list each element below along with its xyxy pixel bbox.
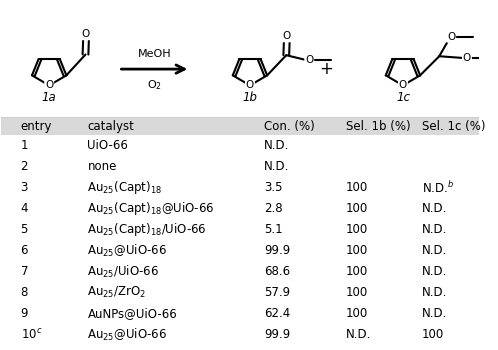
Text: 1a: 1a bbox=[42, 91, 57, 104]
Text: O: O bbox=[82, 29, 90, 39]
Text: 62.4: 62.4 bbox=[264, 307, 290, 320]
Text: O: O bbox=[246, 80, 254, 90]
Text: N.D.: N.D. bbox=[422, 202, 447, 215]
Text: AuNPs@UiO-66: AuNPs@UiO-66 bbox=[88, 307, 177, 320]
Text: 1b: 1b bbox=[243, 91, 257, 104]
Text: entry: entry bbox=[20, 120, 52, 133]
Text: 100: 100 bbox=[346, 223, 368, 236]
Text: O: O bbox=[399, 80, 407, 90]
Text: 57.9: 57.9 bbox=[264, 286, 290, 299]
Text: 100: 100 bbox=[346, 202, 368, 215]
Text: 1: 1 bbox=[20, 139, 28, 152]
Text: 4: 4 bbox=[20, 202, 28, 215]
Text: 2: 2 bbox=[20, 160, 28, 173]
Text: N.D.: N.D. bbox=[264, 139, 290, 152]
Text: 3: 3 bbox=[20, 181, 28, 194]
Text: catalyst: catalyst bbox=[88, 120, 134, 133]
Text: N.D.: N.D. bbox=[422, 286, 447, 299]
Text: O: O bbox=[45, 80, 53, 90]
Text: Au$_{25}$(Capt)$_{18}$: Au$_{25}$(Capt)$_{18}$ bbox=[88, 179, 162, 196]
Text: 68.6: 68.6 bbox=[264, 265, 290, 278]
Text: Au$_{25}$/ZrO$_{2}$: Au$_{25}$/ZrO$_{2}$ bbox=[88, 285, 146, 300]
Text: 100: 100 bbox=[346, 307, 368, 320]
Text: N.D.$^{b}$: N.D.$^{b}$ bbox=[422, 180, 454, 196]
Text: 3.5: 3.5 bbox=[264, 181, 283, 194]
Text: 100: 100 bbox=[346, 265, 368, 278]
Text: O: O bbox=[447, 32, 455, 42]
Text: +: + bbox=[320, 60, 333, 78]
Text: Au$_{25}$(Capt)$_{18}$@UiO-66: Au$_{25}$(Capt)$_{18}$@UiO-66 bbox=[88, 200, 215, 217]
Text: Con. (%): Con. (%) bbox=[264, 120, 315, 133]
Text: Au$_{25}$@UiO-66: Au$_{25}$@UiO-66 bbox=[88, 327, 167, 343]
Text: N.D.: N.D. bbox=[346, 328, 371, 341]
Text: 10$^{c}$: 10$^{c}$ bbox=[20, 328, 42, 342]
Text: N.D.: N.D. bbox=[422, 244, 447, 257]
Text: N.D.: N.D. bbox=[422, 265, 447, 278]
FancyBboxPatch shape bbox=[1, 118, 480, 135]
Text: 5.1: 5.1 bbox=[264, 223, 283, 236]
Text: Sel. 1c (%): Sel. 1c (%) bbox=[422, 120, 486, 133]
Text: 100: 100 bbox=[346, 286, 368, 299]
Text: 6: 6 bbox=[20, 244, 28, 257]
Text: MeOH: MeOH bbox=[137, 49, 171, 60]
Text: Sel. 1b (%): Sel. 1b (%) bbox=[346, 120, 410, 133]
Text: 8: 8 bbox=[20, 286, 28, 299]
Text: 9: 9 bbox=[20, 307, 28, 320]
Text: N.D.: N.D. bbox=[422, 223, 447, 236]
Text: 1c: 1c bbox=[396, 91, 410, 104]
Text: N.D.: N.D. bbox=[422, 307, 447, 320]
Text: UiO-66: UiO-66 bbox=[88, 139, 128, 152]
Text: O: O bbox=[463, 53, 471, 63]
Text: 100: 100 bbox=[346, 181, 368, 194]
Text: Au$_{25}$/UiO-66: Au$_{25}$/UiO-66 bbox=[88, 264, 159, 280]
Text: none: none bbox=[88, 160, 117, 173]
Text: 100: 100 bbox=[422, 328, 444, 341]
Text: Au$_{25}$(Capt)$_{18}$/UiO-66: Au$_{25}$(Capt)$_{18}$/UiO-66 bbox=[88, 221, 207, 238]
Text: O: O bbox=[283, 32, 291, 41]
Text: O$_2$: O$_2$ bbox=[147, 78, 162, 92]
Text: 2.8: 2.8 bbox=[264, 202, 283, 215]
Text: 7: 7 bbox=[20, 265, 28, 278]
Text: 5: 5 bbox=[20, 223, 28, 236]
Text: 99.9: 99.9 bbox=[264, 328, 290, 341]
Text: Au$_{25}$@UiO-66: Au$_{25}$@UiO-66 bbox=[88, 243, 167, 259]
Text: 99.9: 99.9 bbox=[264, 244, 290, 257]
Text: O: O bbox=[305, 55, 313, 65]
Text: N.D.: N.D. bbox=[264, 160, 290, 173]
Text: 100: 100 bbox=[346, 244, 368, 257]
